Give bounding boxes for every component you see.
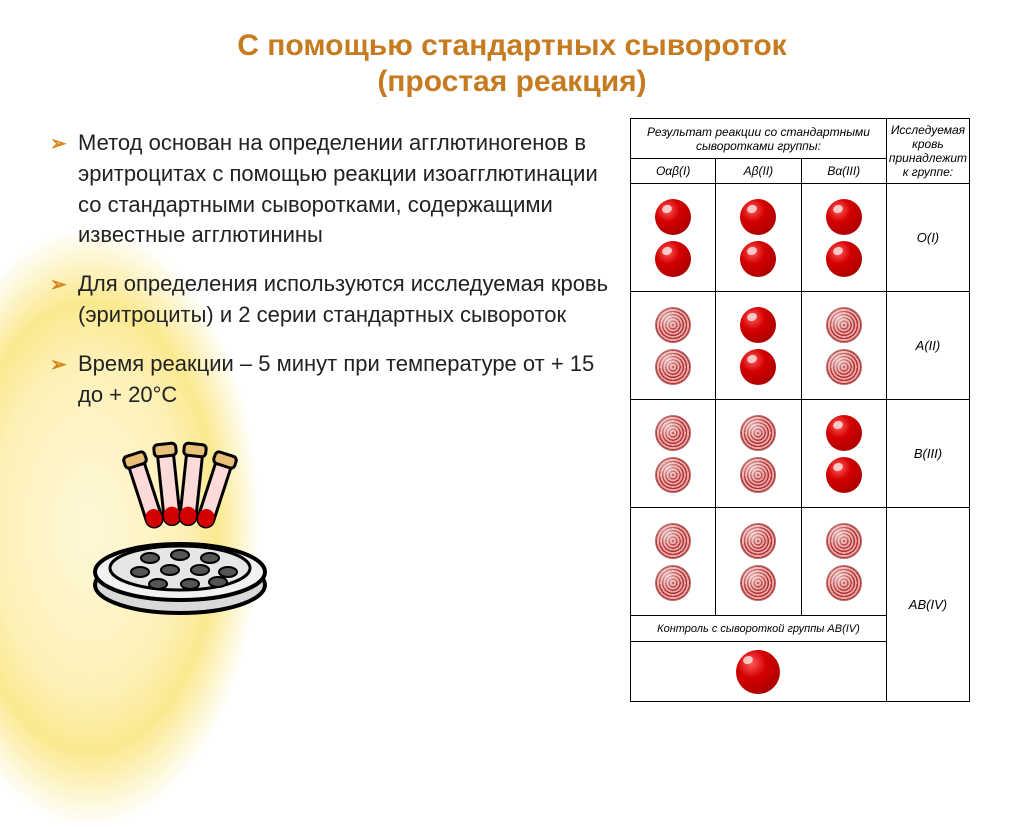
serum-table: Результат реакции со стандартными сыворо… [630, 118, 970, 702]
bullet-item: Время реакции – 5 минут при температуре … [50, 349, 610, 411]
blood-drop-solid [826, 457, 862, 493]
result-cell: АВ(IV) [886, 508, 969, 702]
blood-drop-agglutinated [826, 523, 862, 559]
blood-drop-solid [655, 199, 691, 235]
blood-drop-solid [740, 241, 776, 277]
bullet-item: Для определения используются исследуемая… [50, 269, 610, 331]
table-row: В(III) [631, 400, 970, 508]
blood-drop-agglutinated [655, 457, 691, 493]
title-line2: (простая реакция) [377, 65, 646, 98]
blood-drop-solid [655, 241, 691, 277]
blood-drop-agglutinated [740, 415, 776, 451]
bullet-item: Метод основан на определении агглютиноге… [50, 128, 610, 251]
testtube-illustration [80, 440, 610, 620]
blood-drop-agglutinated [655, 349, 691, 385]
table-header-left: Результат реакции со стандартными сыворо… [631, 119, 887, 159]
col-header: Оαβ(I) [631, 159, 716, 184]
blood-drop-agglutinated [826, 307, 862, 343]
bullet-list: Метод основан на определении агглютиноге… [50, 128, 610, 410]
result-cell: А(II) [886, 292, 969, 400]
blood-drop-agglutinated [655, 415, 691, 451]
blood-drop-agglutinated [826, 565, 862, 601]
right-column: Результат реакции со стандартными сыворо… [630, 118, 970, 702]
table-row: А(II) [631, 292, 970, 400]
blood-drop-solid [740, 307, 776, 343]
blood-drop-agglutinated [740, 565, 776, 601]
blood-drop-agglutinated [655, 565, 691, 601]
left-column: Метод основан на определении агглютиноге… [50, 118, 610, 702]
table-row: АВ(IV) [631, 508, 970, 616]
blood-drop-solid [826, 415, 862, 451]
blood-drop-agglutinated [826, 349, 862, 385]
result-cell: В(III) [886, 400, 969, 508]
result-cell: О(I) [886, 184, 969, 292]
col-header: Аβ(II) [716, 159, 801, 184]
slide-title: С помощью стандартных сывороток (простая… [0, 0, 1024, 118]
control-blood-drop [736, 650, 780, 694]
blood-drop-solid [826, 241, 862, 277]
blood-drop-agglutinated [740, 457, 776, 493]
blood-drop-agglutinated [740, 523, 776, 559]
blood-drop-solid [740, 349, 776, 385]
title-line1: С помощью стандартных сывороток [237, 29, 786, 62]
control-label: Контроль с сывороткой группы АВ(IV) [631, 616, 887, 642]
content-row: Метод основан на определении агглютиноге… [0, 118, 1024, 702]
col-header: Вα(III) [801, 159, 886, 184]
table-row: О(I) [631, 184, 970, 292]
blood-drop-solid [740, 199, 776, 235]
blood-drop-agglutinated [655, 307, 691, 343]
table-header-right: Исследуемая кровь принадлежит к группе: [886, 119, 969, 184]
blood-drop-agglutinated [655, 523, 691, 559]
blood-drop-solid [826, 199, 862, 235]
